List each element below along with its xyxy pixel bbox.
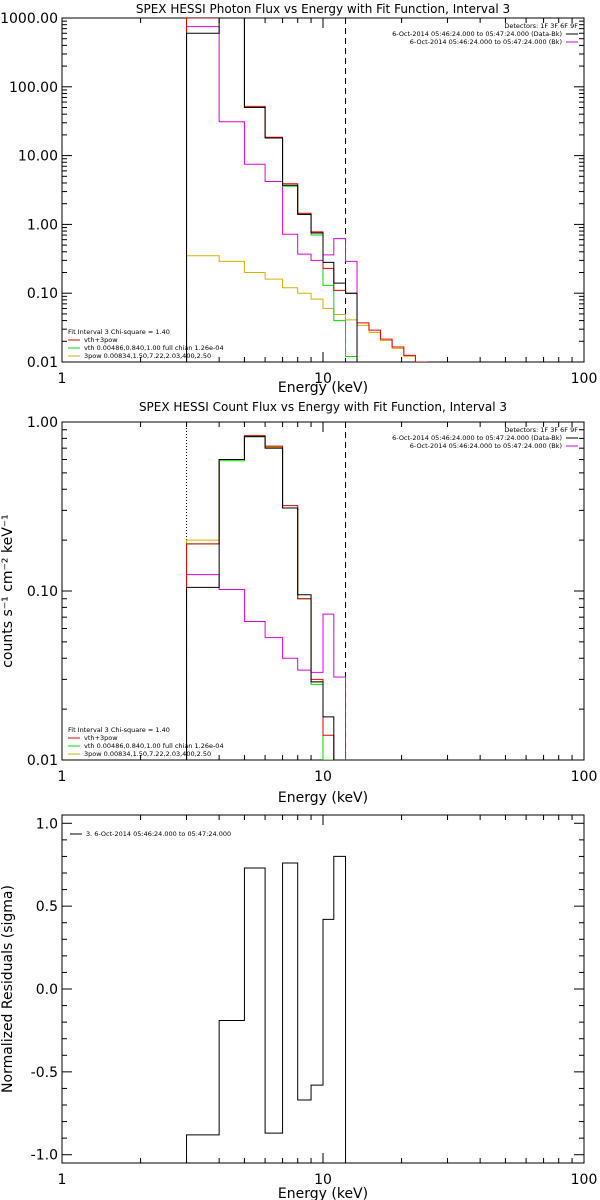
chart-title: SPEX HESSI Count Flux vs Energy with Fit… [139, 400, 507, 414]
y-tick-label: 1.00 [27, 217, 58, 233]
series-bk [186, 574, 347, 760]
y-axis-title: counts s⁻¹ cm⁻² keV⁻¹ [0, 514, 16, 668]
y-tick-label: 0.01 [27, 355, 58, 371]
y-axis: 0.01 0.10 1.00 [27, 415, 584, 769]
x-tick-label: 1 [58, 1172, 67, 1188]
detector-header: Detectors: 1F 3F 6F 9F6-Oct-2014 05:46:2… [392, 22, 578, 46]
y-tick-label: 1.0 [36, 816, 58, 832]
legend: Fit Interval 3 Chi-square = 1.40vth+3pow… [68, 726, 224, 758]
y-axis: -1.0 -0.5 0.0 0.5 1.0 [31, 816, 584, 1164]
detectors-label: Detectors: 1F 3F 6F 9F [504, 22, 578, 30]
y-tick-label: 0.5 [36, 899, 58, 915]
x-axis: 1 10 100 [58, 422, 598, 785]
plot-frame [61, 17, 585, 363]
legend: Fit Interval 3 Chi-square = 1.40vth+3pow… [68, 328, 224, 360]
x-axis: 1 10 100 [58, 815, 598, 1188]
x-tick-label: 100 [571, 371, 598, 387]
legend-label: vth 0.00486,0.840,1.00 full chian 1.26e-… [84, 344, 224, 352]
series-data-bk [186, 436, 346, 760]
x-tick-label: 1 [58, 371, 67, 387]
x-axis: 1 10 100 [58, 18, 598, 387]
legend-label: 3pow 0.00834,1.50,7.22,2.03,400,2.50 [84, 352, 211, 360]
series-vth-3pow [186, 435, 346, 760]
series-vth [186, 18, 358, 362]
series-3pow [186, 436, 346, 760]
header-interval-label: 6-Oct-2014 05:46:24.000 to 05:47:24.000 … [392, 30, 562, 38]
y-axis-title: Normalized Residuals (sigma) [0, 885, 16, 1093]
series-data-bk [186, 18, 358, 362]
legend-header: Fit Interval 3 Chi-square = 1.40 [68, 726, 170, 734]
chart-panel-1: SPEX HESSI Photon Flux vs Energy with Fi… [0, 2, 597, 396]
legend: 3. 6-Oct-2014 05:46:24.000 to 05:47:24.0… [70, 830, 231, 838]
y-tick-label: 1000.00 [0, 11, 58, 27]
legend-header: Fit Interval 3 Chi-square = 1.40 [68, 328, 170, 336]
series-layer [186, 855, 347, 1163]
header-interval-label: 6-Oct-2014 05:46:24.000 to 05:47:24.000 … [410, 442, 562, 450]
y-tick-label: 0.10 [27, 286, 58, 302]
y-tick-label: 1.00 [27, 415, 58, 431]
y-tick-label: 0.0 [36, 982, 58, 998]
x-tick-label: 10 [314, 769, 332, 785]
y-tick-label: 0.01 [27, 753, 58, 769]
legend-label: vth+3pow [84, 336, 118, 344]
x-axis-title: Energy (keV) [278, 1186, 368, 1200]
x-axis-title: Energy (keV) [278, 790, 368, 806]
series-layer [186, 18, 427, 362]
header-interval-label: 6-Oct-2014 05:46:24.000 to 05:47:24.000 … [410, 38, 562, 46]
y-axis: 0.01 0.10 1.00 10.00 100.00 1000.00 [0, 11, 584, 371]
detectors-label: Detectors: 1F 3F 6F 9F [504, 426, 578, 434]
x-tick-label: 10 [314, 371, 332, 387]
series-vth [186, 436, 346, 760]
chart-panel-3: 1 10 100 -1.0 -0.5 0.0 0.5 1.0 Energy (keV) Norma… [0, 814, 598, 1200]
x-tick-label: 1 [58, 769, 67, 785]
legend-label: vth 0.00486,0.840,1.00 full chian 1.26e-… [84, 742, 224, 750]
y-tick-label: 100.00 [9, 80, 58, 96]
legend-label: 3. 6-Oct-2014 05:46:24.000 to 05:47:24.0… [86, 830, 231, 838]
x-tick-label: 100 [571, 769, 598, 785]
series-bk [186, 26, 358, 362]
series-vth-3pow [186, 18, 427, 362]
y-tick-label: -1.0 [31, 1148, 58, 1164]
legend-label: 3pow 0.00834,1.50,7.22,2.03,400,2.50 [84, 750, 211, 758]
x-axis-title: Energy (keV) [278, 380, 368, 396]
detector-header: Detectors: 1F 3F 6F 9F6-Oct-2014 05:46:2… [392, 426, 578, 450]
x-tick-label: 10 [314, 1172, 332, 1188]
series-layer [186, 435, 347, 760]
y-tick-label: 0.10 [27, 584, 58, 600]
legend-label: vth+3pow [84, 734, 118, 742]
y-tick-label: -0.5 [31, 1065, 58, 1081]
x-tick-label: 100 [571, 1172, 598, 1188]
header-interval-label: 6-Oct-2014 05:46:24.000 to 05:47:24.000 … [392, 434, 562, 442]
y-tick-label: 10.00 [18, 149, 58, 165]
chart-panel-2: SPEX HESSI Count Flux vs Energy with Fit… [0, 400, 597, 806]
chart-title: SPEX HESSI Photon Flux vs Energy with Fi… [136, 2, 510, 16]
series-3-6-oct-2014-05-46-24-00 [186, 855, 347, 1163]
